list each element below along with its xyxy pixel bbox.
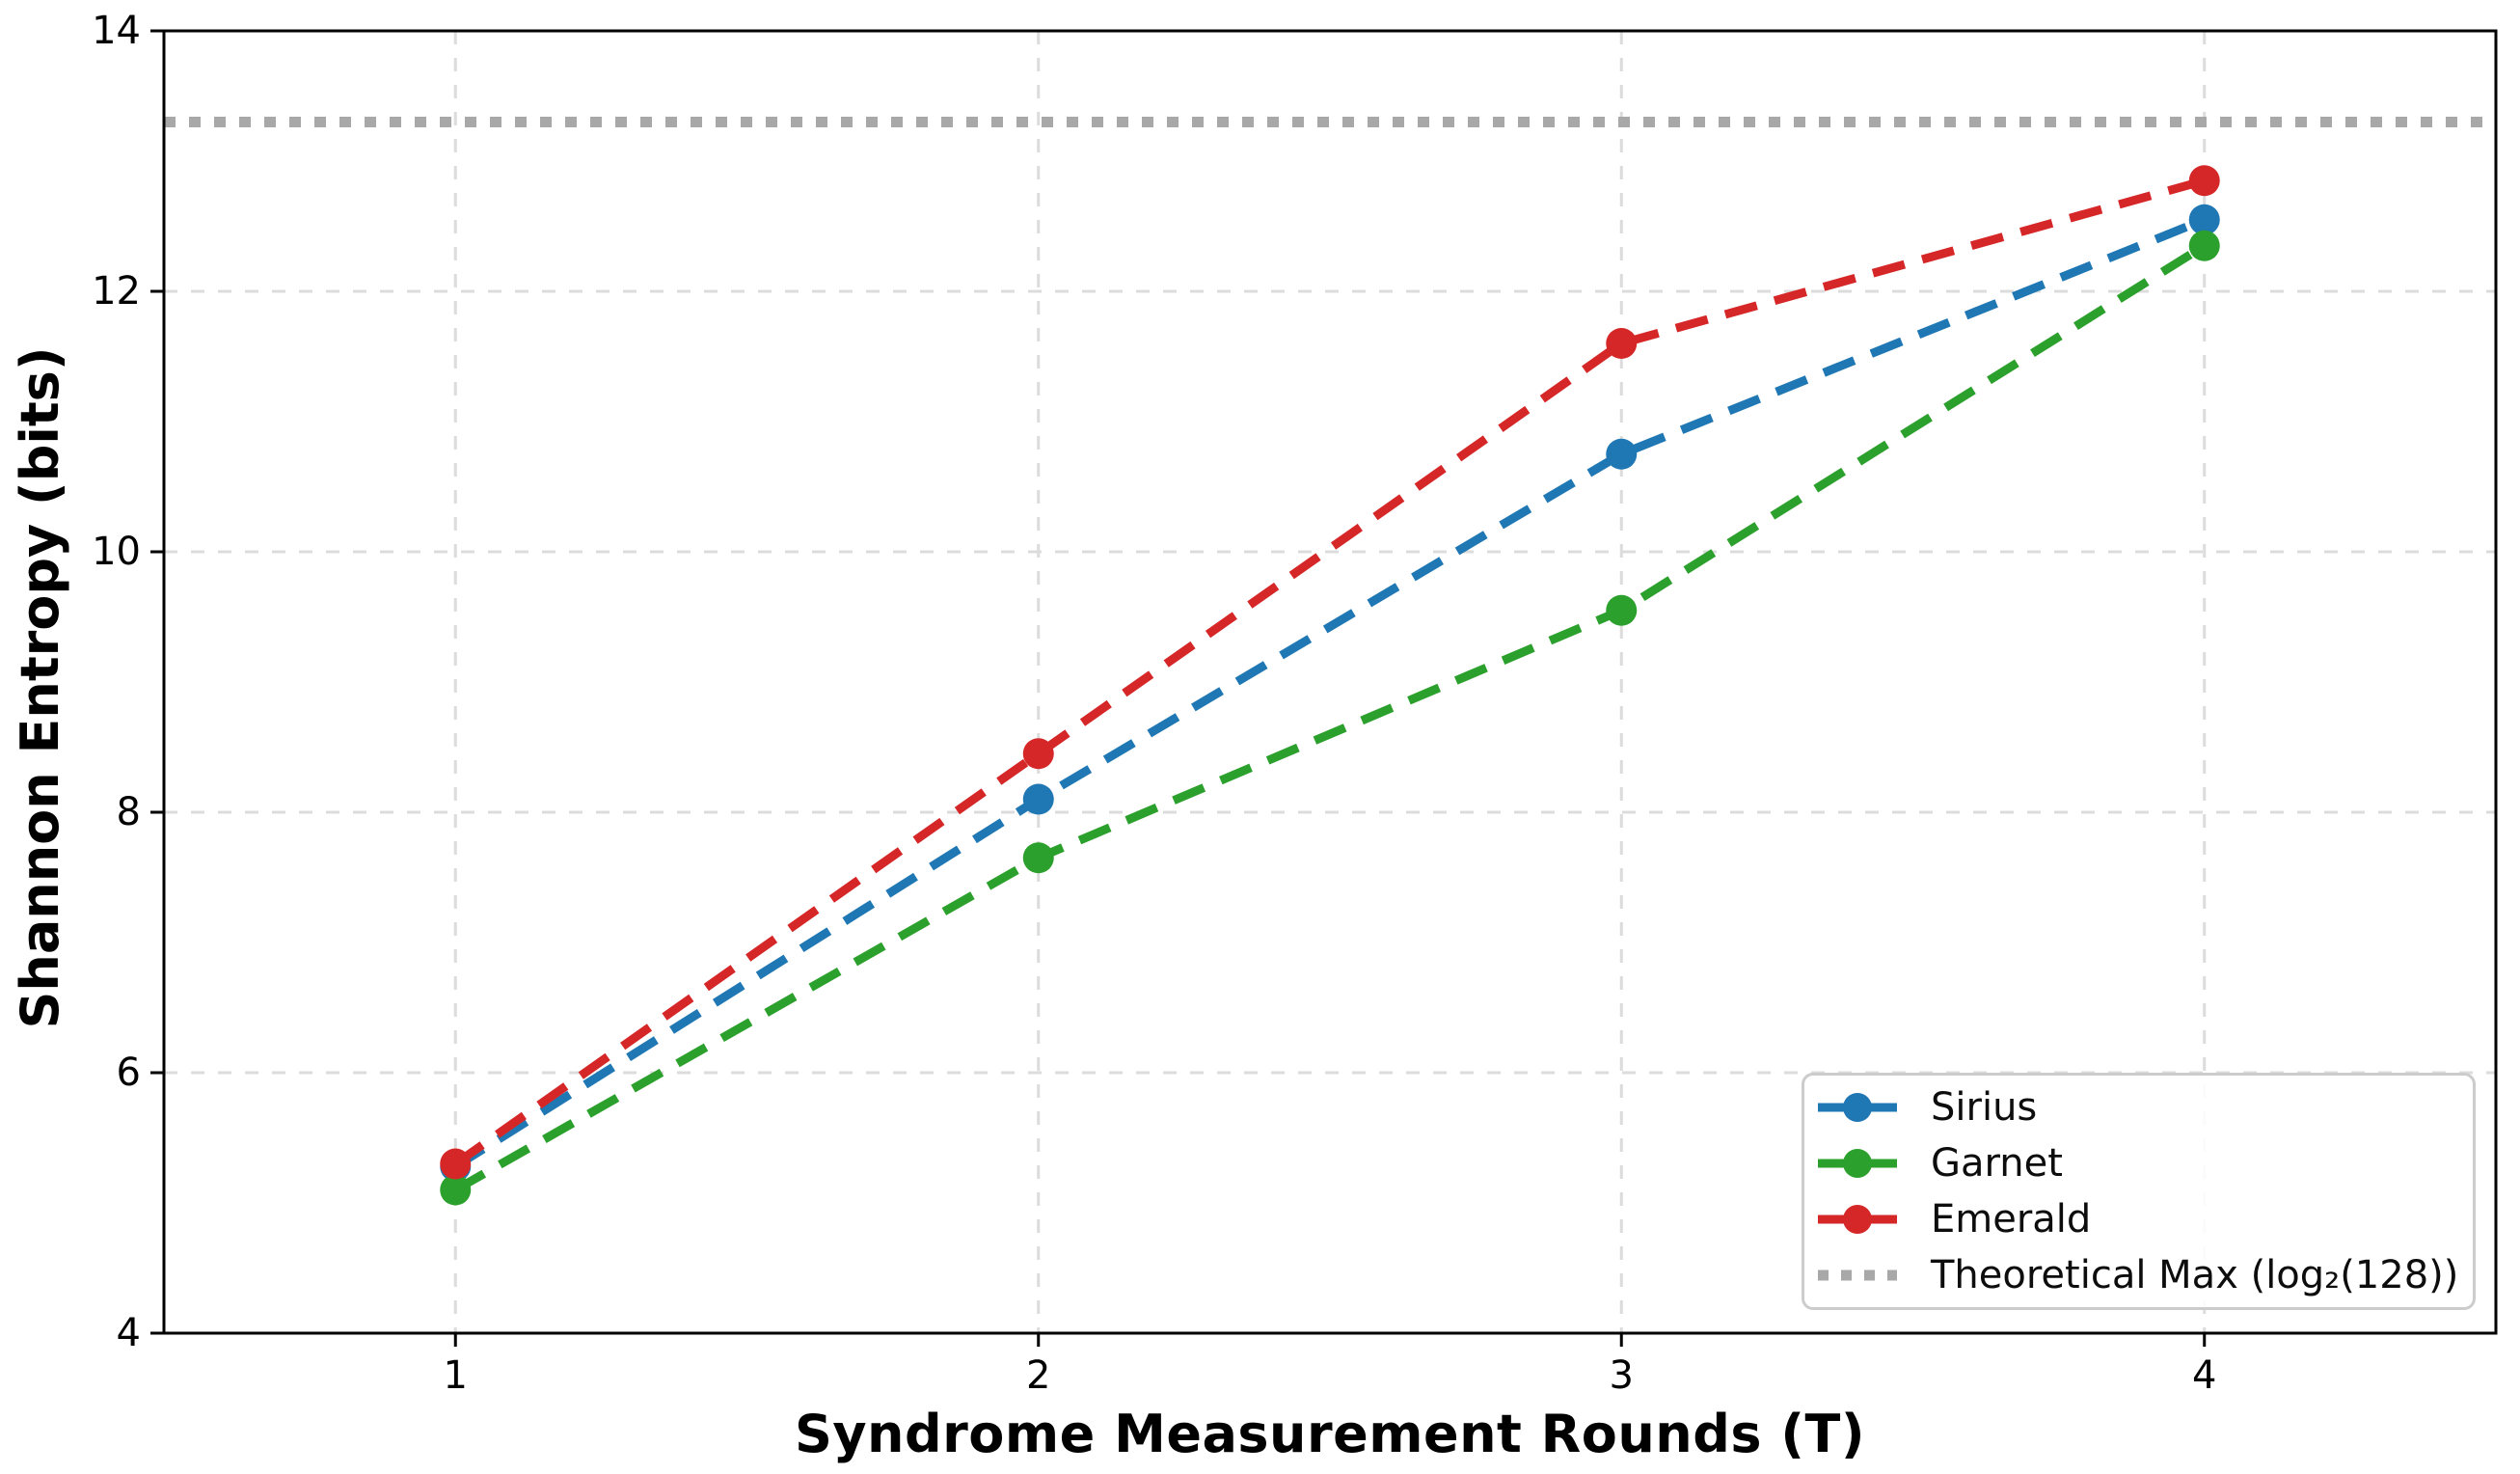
dashed-line-marker-swatch-icon [1818,1149,1897,1178]
legend-item: Emerald [1817,1192,2463,1246]
dotted-line-swatch-icon [1818,1269,1897,1281]
series-marker-garnet [2188,230,2220,261]
y-tick-label: 10 [92,530,141,574]
legend-label: Emerald [1931,1197,2092,1242]
y-tick-label: 14 [92,9,141,53]
y-axis-label: Shannon Entropy (bits) [10,346,70,1029]
series-line-garnet [453,241,2208,1194]
legend-label: Sirius [1931,1085,2038,1130]
legend-item: Theoretical Max (log₂(128)) [1817,1248,2463,1302]
series-marker-emerald [1606,328,1638,359]
dashed-line-marker-swatch-icon [1818,1093,1897,1122]
dashed-line-marker-swatch-icon [1818,1205,1897,1234]
series-marker-garnet [440,1174,472,1206]
series-marker-garnet [1606,594,1638,626]
legend-label: Theoretical Max (log₂(128)) [1931,1253,2459,1297]
legend-item: Garnet [1817,1136,2463,1190]
legend: Sirius Garnet Emerald Theoretical Max (log₂… [1802,1073,2476,1310]
series-marker-sirius [1606,438,1638,470]
y-tick-label: 6 [117,1051,141,1095]
legend-label: Garnet [1931,1141,2063,1186]
x-tick-label: 2 [1026,1353,1050,1398]
series-marker-garnet [1022,842,1054,874]
x-tick-label: 3 [1610,1353,1634,1398]
x-tick-label: 1 [444,1353,468,1398]
series-marker-emerald [1022,738,1054,770]
x-tick-label: 4 [2192,1353,2216,1398]
series-marker-sirius [2188,204,2220,235]
y-tick-label: 12 [92,269,141,314]
series-marker-emerald [440,1148,472,1180]
legend-item: Sirius [1817,1080,2463,1134]
axes-spines [162,29,2498,1335]
x-axis-label: Syndrome Measurement Rounds (T) [794,1404,1866,1464]
series-marker-sirius [1022,783,1054,815]
series-marker-emerald [2188,165,2220,197]
y-tick-label: 4 [117,1311,141,1355]
y-tick-label: 8 [117,790,141,834]
series-line-sirius [452,215,2207,1171]
